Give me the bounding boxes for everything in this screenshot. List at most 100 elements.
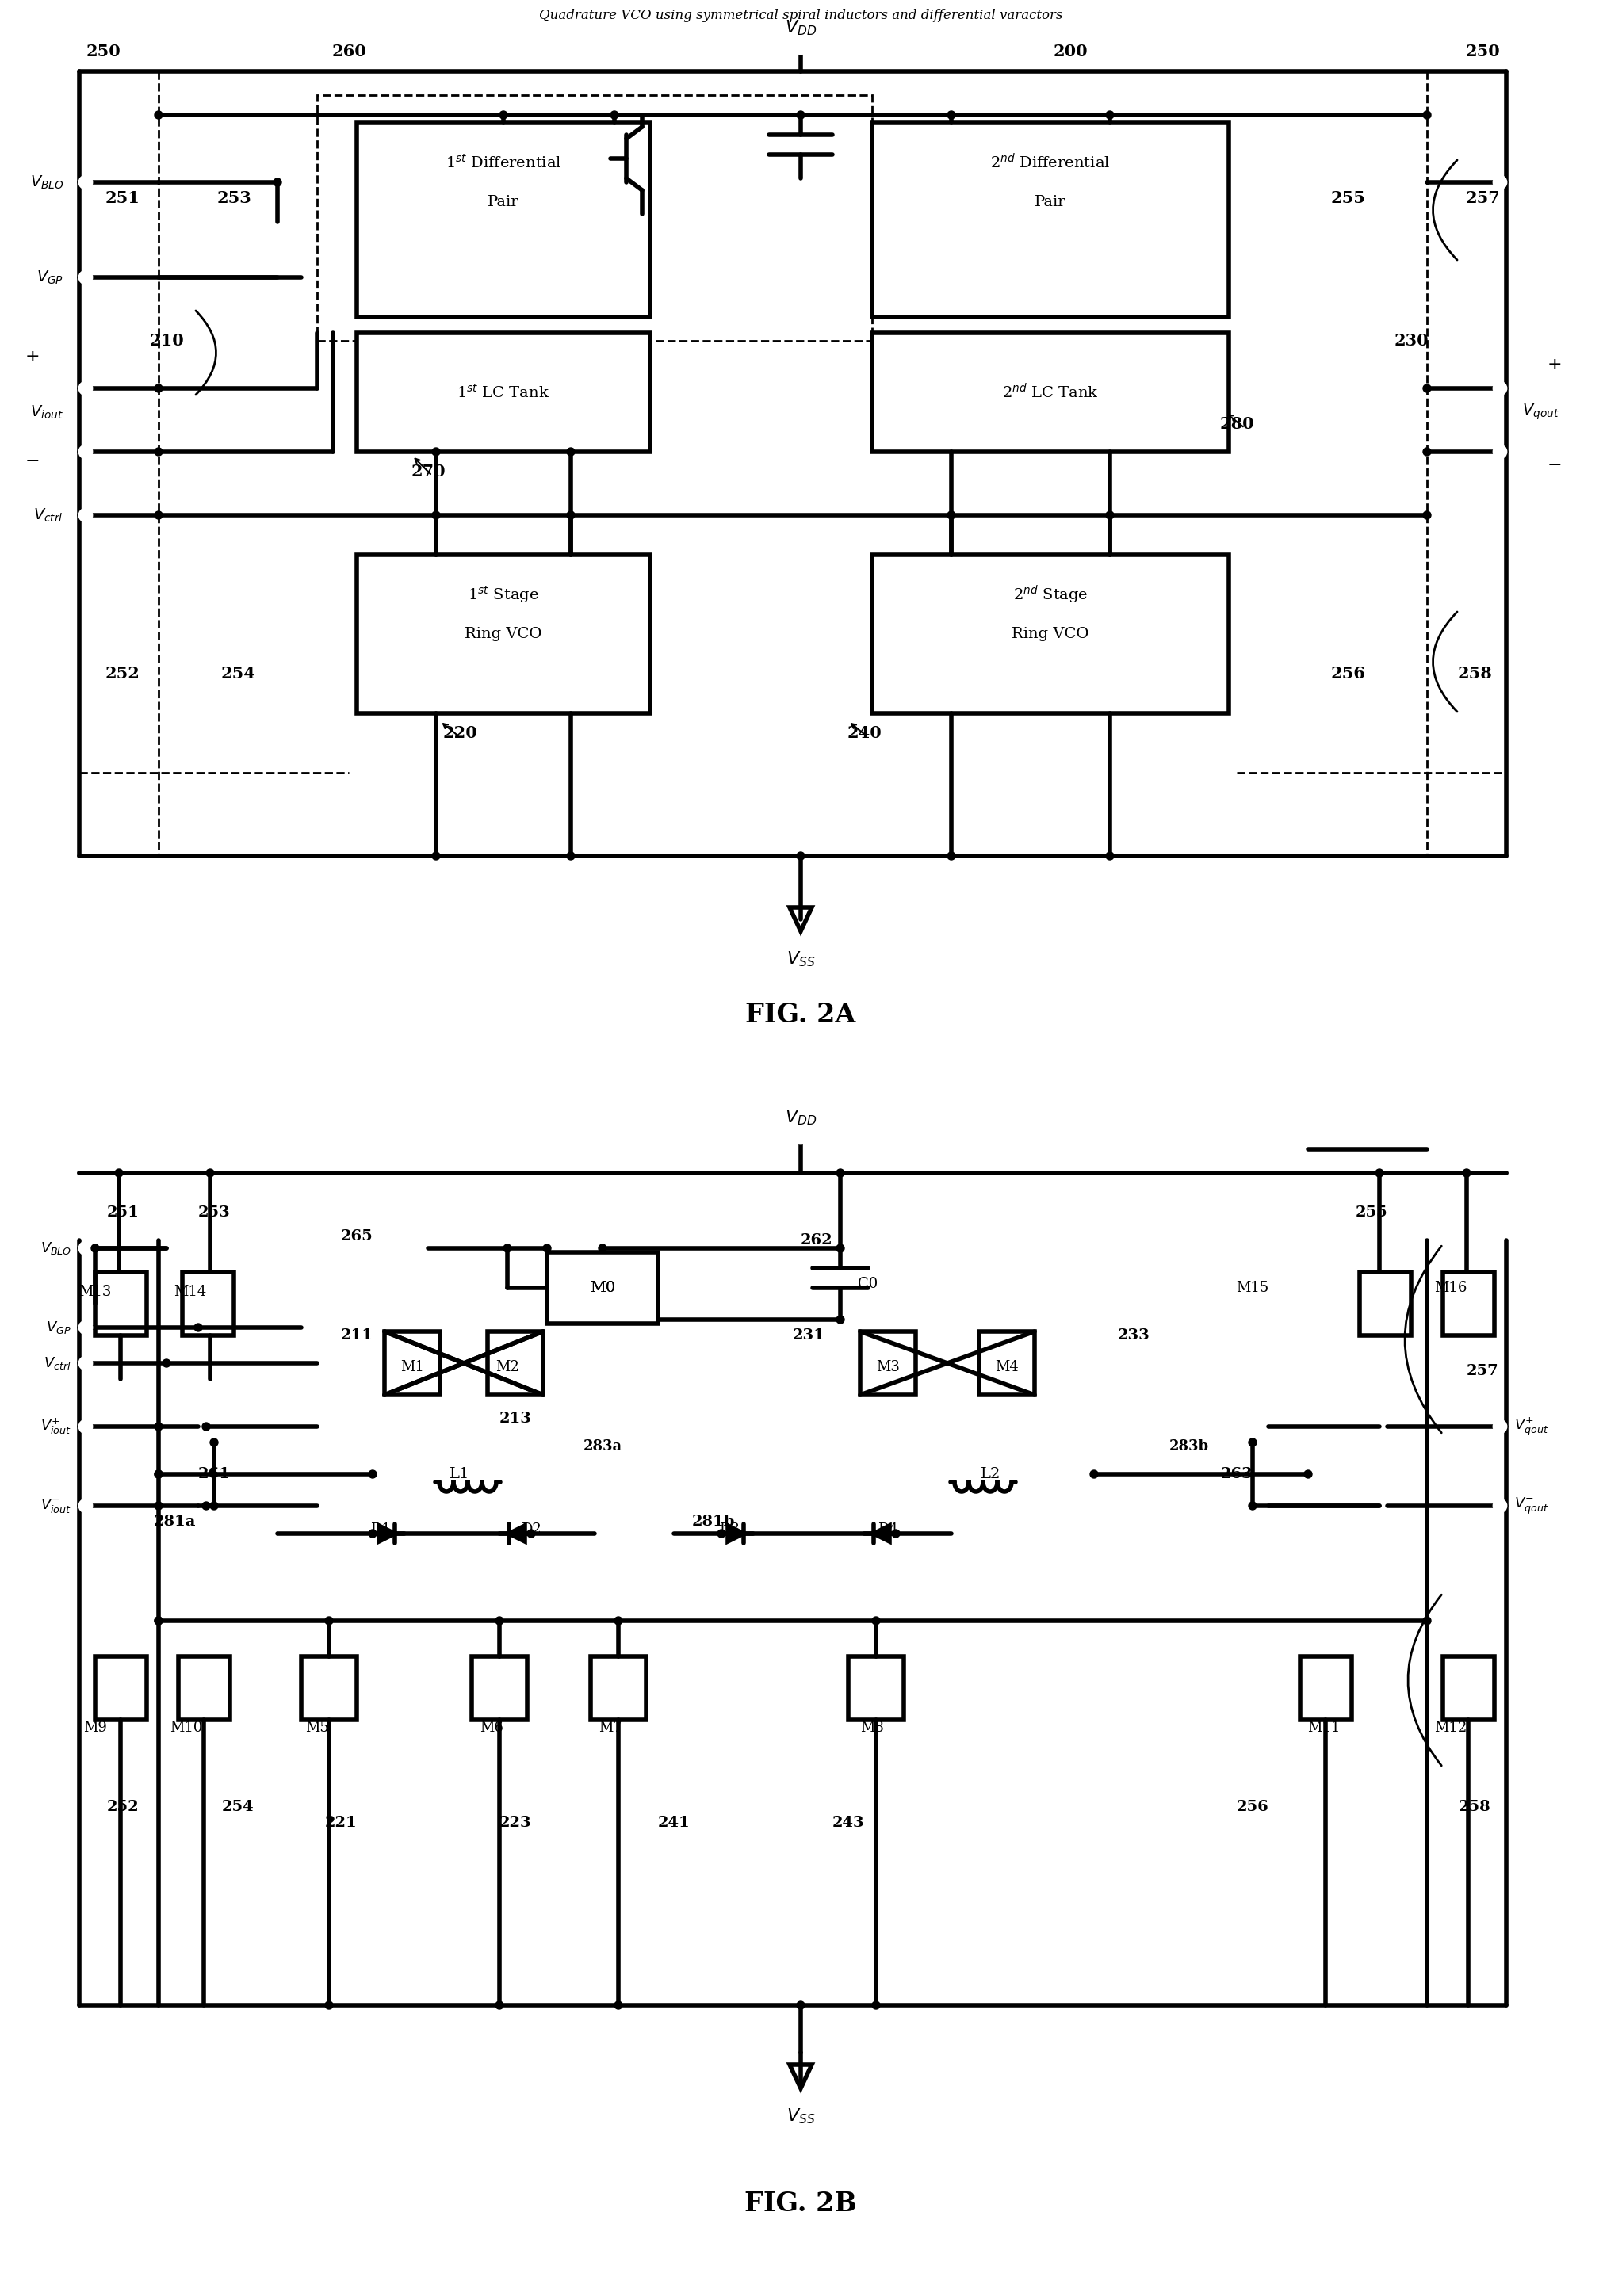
Bar (1443, 1655, 1494, 1720)
Text: 252: 252 (107, 1800, 139, 1814)
Text: M7: M7 (598, 1720, 622, 1736)
Circle shape (154, 448, 162, 455)
Text: 256: 256 (1236, 1800, 1268, 1814)
Circle shape (79, 1499, 91, 1513)
Bar (95, 1272, 146, 1336)
Circle shape (91, 1244, 99, 1251)
Circle shape (891, 1529, 899, 1538)
Bar (357, 333, 651, 452)
Text: 265: 265 (340, 1228, 373, 1244)
Text: $+$: $+$ (1547, 356, 1561, 374)
Bar (301, 1655, 357, 1720)
Circle shape (325, 1616, 333, 1626)
Text: M11: M11 (1308, 1720, 1340, 1736)
Bar (487, 1332, 543, 1396)
Text: 233: 233 (1117, 1329, 1149, 1343)
Circle shape (567, 512, 575, 519)
Circle shape (154, 1469, 162, 1479)
Circle shape (154, 512, 162, 519)
Text: 1$^{st}$ Stage: 1$^{st}$ Stage (468, 583, 539, 604)
Text: 256: 256 (1330, 666, 1366, 682)
Text: M4: M4 (995, 1359, 1018, 1375)
Text: $V_{BLO}$: $V_{BLO}$ (40, 1240, 72, 1256)
Circle shape (154, 1469, 162, 1479)
Circle shape (837, 1169, 845, 1178)
Circle shape (718, 1529, 726, 1538)
Text: 2$^{nd}$ Stage: 2$^{nd}$ Stage (1013, 583, 1088, 606)
Text: M5: M5 (305, 1720, 329, 1736)
Circle shape (202, 1502, 210, 1511)
Circle shape (1090, 1469, 1098, 1479)
Circle shape (79, 271, 91, 285)
Bar (1300, 1655, 1351, 1720)
Bar (183, 1272, 234, 1336)
Text: L2: L2 (981, 1467, 1000, 1481)
Text: 262: 262 (800, 1233, 832, 1247)
Text: $V_{DD}$: $V_{DD}$ (785, 1109, 816, 1127)
Text: $V_{iout}^{-}$: $V_{iout}^{-}$ (40, 1497, 72, 1515)
Bar (471, 1655, 527, 1720)
Text: M16: M16 (1435, 1281, 1467, 1295)
Circle shape (611, 110, 619, 119)
Bar (979, 1332, 1034, 1396)
Text: 251: 251 (107, 1205, 139, 1219)
Circle shape (495, 2002, 503, 2009)
Circle shape (79, 510, 91, 521)
Text: $V_{BLO}$: $V_{BLO}$ (30, 174, 64, 191)
Text: 243: 243 (832, 1816, 864, 1830)
Text: $-$: $-$ (1547, 455, 1561, 473)
Text: Ring VCO: Ring VCO (465, 627, 542, 641)
Circle shape (433, 512, 439, 519)
Circle shape (503, 1244, 511, 1251)
Circle shape (369, 1469, 377, 1479)
Circle shape (1249, 1502, 1257, 1511)
Text: 250: 250 (1465, 44, 1500, 60)
Circle shape (598, 1244, 606, 1251)
Circle shape (614, 1616, 622, 1626)
Text: 230: 230 (1395, 333, 1428, 349)
Text: M3: M3 (877, 1359, 899, 1375)
Circle shape (154, 383, 162, 393)
Text: 240: 240 (846, 726, 882, 742)
Bar (317, 94, 872, 340)
Circle shape (1423, 1616, 1431, 1626)
Bar (861, 1332, 915, 1396)
Circle shape (79, 1242, 91, 1254)
Text: $V_{GP}$: $V_{GP}$ (46, 1320, 72, 1336)
Bar (872, 333, 1230, 452)
Text: 251: 251 (106, 191, 141, 207)
Bar (1359, 1272, 1411, 1336)
Circle shape (1249, 1440, 1257, 1446)
Text: D3: D3 (720, 1522, 739, 1536)
Polygon shape (874, 1525, 890, 1541)
Circle shape (837, 1244, 845, 1251)
Circle shape (947, 512, 955, 519)
Circle shape (79, 445, 91, 459)
Text: M14: M14 (173, 1286, 207, 1300)
Circle shape (1494, 1499, 1507, 1513)
Circle shape (797, 2002, 805, 2009)
Circle shape (154, 1424, 162, 1430)
Circle shape (79, 381, 91, 395)
Polygon shape (510, 1525, 524, 1541)
Text: $-$: $-$ (24, 450, 38, 468)
Circle shape (527, 1529, 535, 1538)
Text: $V_{iout}^{+}$: $V_{iout}^{+}$ (40, 1417, 72, 1437)
Text: 255: 255 (1356, 1205, 1388, 1219)
Bar (1443, 1272, 1494, 1336)
Bar (590, 1655, 646, 1720)
Circle shape (614, 2002, 622, 2009)
Text: 281a: 281a (154, 1515, 196, 1529)
Circle shape (202, 1424, 210, 1430)
Circle shape (947, 852, 955, 861)
Text: L1: L1 (450, 1467, 470, 1481)
Circle shape (1375, 1169, 1383, 1178)
Text: $V_{iout}$: $V_{iout}$ (30, 404, 64, 420)
Bar (385, 1332, 439, 1396)
Circle shape (79, 177, 91, 188)
Circle shape (433, 448, 439, 455)
Circle shape (797, 852, 805, 861)
Text: 231: 231 (792, 1329, 826, 1343)
Circle shape (872, 2002, 880, 2009)
Circle shape (543, 1244, 551, 1251)
